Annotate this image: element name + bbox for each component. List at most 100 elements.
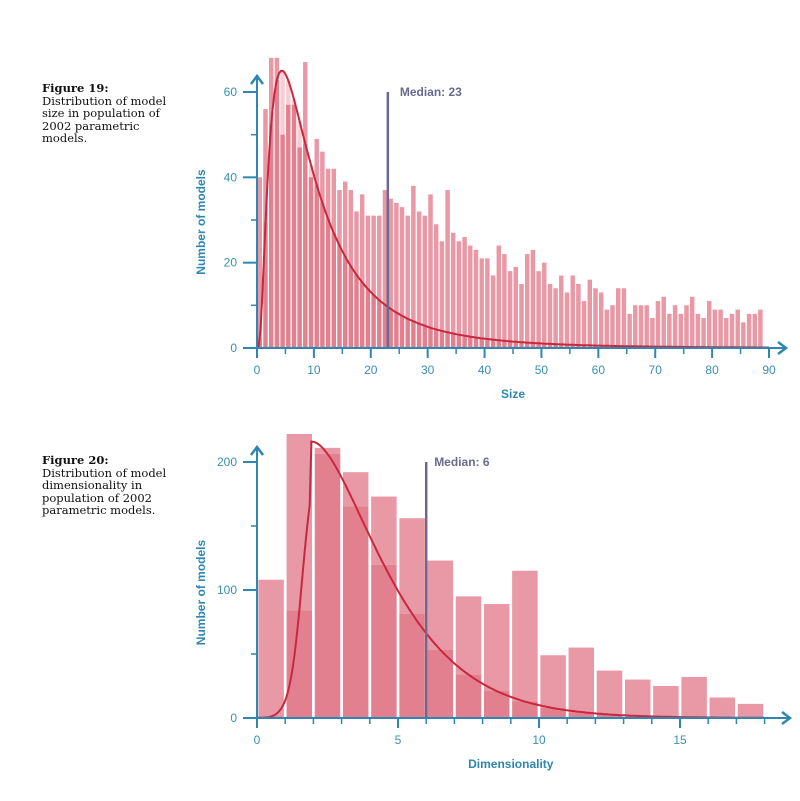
bar-excess [678,313,683,347]
bar [434,329,439,348]
y-tick-label: 0 [230,711,237,725]
bar [416,323,422,348]
bar [411,321,416,348]
bar-excess [650,318,655,347]
bar-excess [599,292,604,346]
bar-excess [695,313,701,348]
bar-excess [451,232,456,334]
y-tick-label: 60 [224,85,238,99]
bar [479,338,484,348]
bar-excess [644,305,649,347]
bar-excess [758,309,763,348]
bar [274,80,280,348]
bar-excess [490,275,496,340]
bar-excess [746,313,752,348]
bar-excess [479,258,484,339]
bar-excess [681,677,707,718]
bar-excess [269,57,274,125]
bar [553,344,558,348]
bar-excess [434,224,439,330]
x-axis-title: Size [501,387,525,401]
bar [314,453,341,718]
x-axis-arrow-icon [777,341,789,355]
bar-excess [325,168,331,219]
bar-excess [365,215,371,289]
bar-excess [724,318,729,348]
bar [502,340,507,348]
y-axis-title: Number of models [194,540,208,646]
bar-excess [737,703,764,718]
bar-excess [576,284,581,345]
bar-excess [621,288,627,347]
bar-excess [718,309,723,348]
bar-excess [394,202,399,313]
bar-excess [638,305,644,347]
y-tick-label: 0 [230,341,237,355]
chart-1 [243,57,789,358]
bar [547,343,553,348]
bar [377,300,382,348]
x-tick-label: 0 [254,363,261,377]
bar-excess [263,109,268,223]
bar-excess [616,288,621,347]
bar [473,337,479,348]
bar [308,177,314,348]
x-axis-arrow-icon [781,711,793,725]
bar-excess [371,496,397,565]
bar [286,104,291,348]
bar-excess [274,57,280,80]
y-tick-label: 100 [217,583,237,597]
bar [399,613,425,718]
figure-19-caption: Figure 19: Distribution of model size in… [42,82,182,145]
bar-excess [422,215,427,326]
bar-excess [707,301,712,348]
y-tick-label: 40 [224,170,238,184]
figure-20-caption: Figure 20: Distribution of model dimensi… [42,454,182,517]
y-tick-label: 200 [217,455,237,469]
bar-excess [331,168,336,233]
bar [468,336,473,348]
bar [325,218,331,348]
bar [439,330,445,348]
x-tick-label: 0 [254,733,261,747]
bar-excess [337,190,342,246]
bar [455,674,482,718]
bar [559,344,564,348]
bar [405,318,410,348]
x-tick-label: 10 [307,363,321,377]
bar-excess [542,262,547,344]
bar [568,712,594,718]
bar [512,701,538,718]
bar [490,339,496,348]
bar-excess [525,254,530,343]
bar [599,345,604,348]
bar-excess [752,313,757,348]
bar-excess [581,301,587,346]
x-tick-label: 60 [592,363,606,377]
bar-excess [568,647,594,713]
bar-excess [439,241,445,331]
bar-excess [712,309,718,348]
bar-excess [513,266,518,342]
bar-excess [399,207,405,316]
bar-excess [411,185,416,322]
bar [536,343,541,348]
bar [343,256,348,348]
bar [427,649,453,718]
bar-excess [258,579,284,717]
bar-excess [741,322,746,348]
bar-excess [587,279,592,346]
bar [382,304,388,348]
bar-excess [690,296,695,347]
bar-excess [512,570,538,702]
x-tick-label: 70 [649,363,663,377]
x-tick-label: 15 [673,733,687,747]
bar-excess [455,596,482,675]
bar [331,233,336,348]
bar-excess [684,305,689,347]
x-tick-label: 90 [762,363,776,377]
bar-excess [320,151,325,203]
bar [320,202,325,348]
bar [269,124,274,348]
bar-excess [484,604,510,691]
